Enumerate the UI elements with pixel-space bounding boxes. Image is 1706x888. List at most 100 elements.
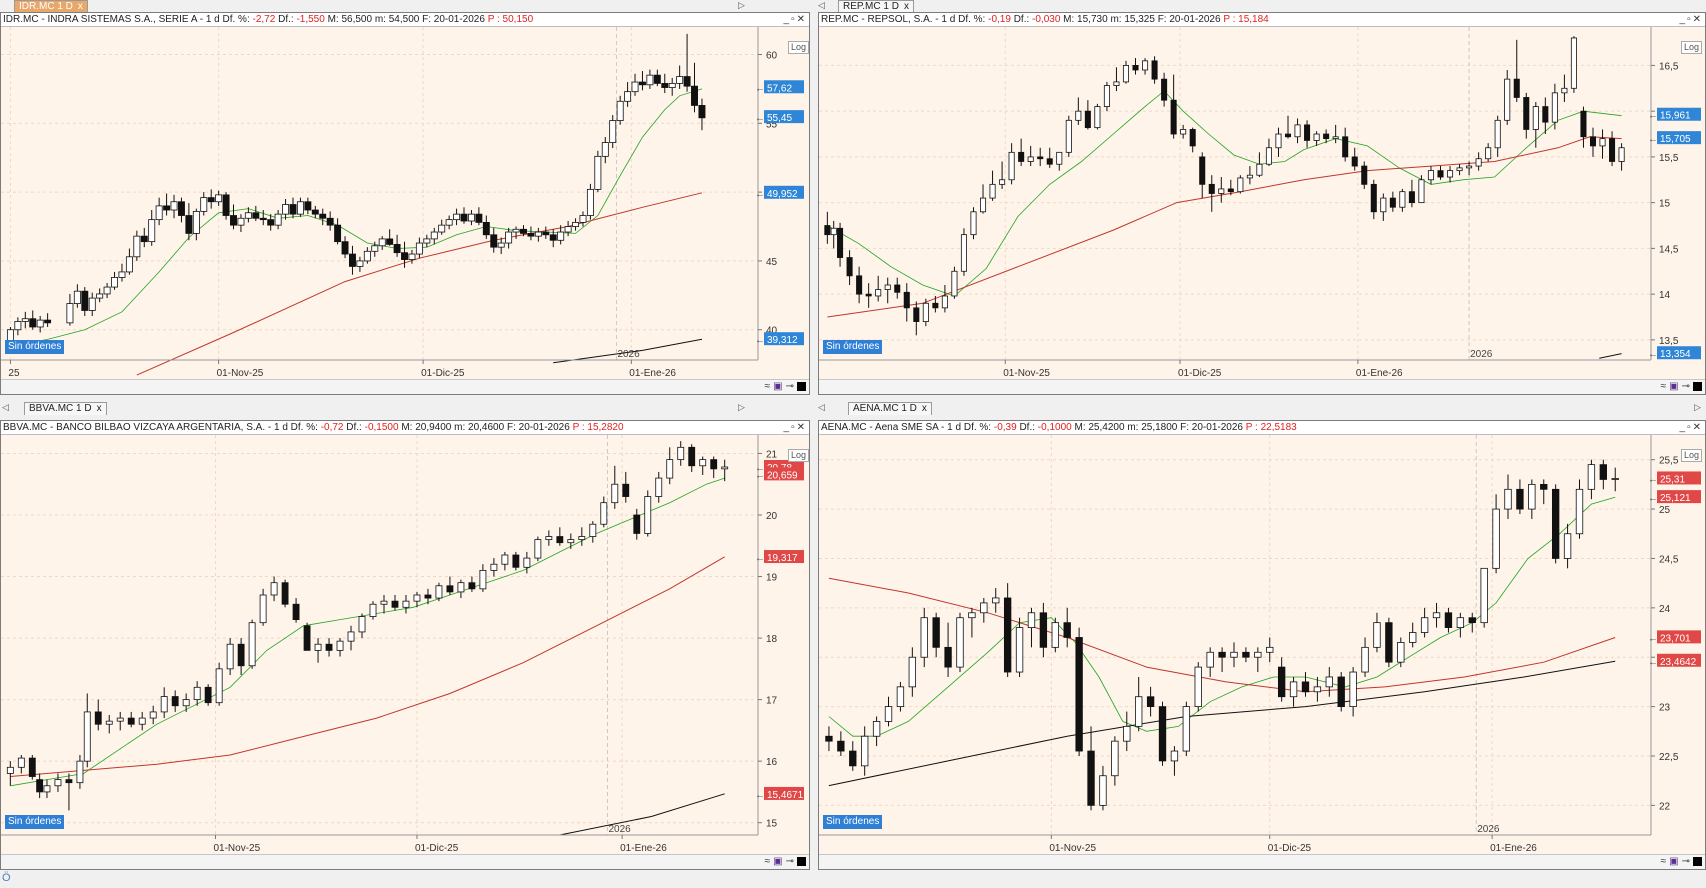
candle bbox=[1570, 36, 1577, 93]
pin-icon[interactable]: ⊸ bbox=[1681, 381, 1693, 392]
candle bbox=[54, 773, 62, 792]
y-tick-label: 22,5 bbox=[1659, 752, 1679, 763]
indicator-icon[interactable]: ≈ bbox=[764, 856, 774, 867]
save-icon[interactable]: ▣ bbox=[1669, 856, 1682, 867]
orders-status-badge[interactable]: Sin órdenes bbox=[5, 815, 65, 829]
candle bbox=[1087, 726, 1095, 811]
tab-aena[interactable]: AENA.MC 1 D x bbox=[848, 402, 932, 415]
candle bbox=[314, 638, 322, 663]
minimize-icon[interactable]: _ bbox=[783, 14, 792, 25]
close-icon[interactable]: x bbox=[903, 1, 909, 12]
log-scale-button[interactable]: Log bbox=[1681, 41, 1703, 54]
candle bbox=[861, 726, 869, 776]
price-axis[interactable]: 15 16 17 18 19 20 21 bbox=[757, 435, 778, 835]
color-swatch-icon[interactable] bbox=[797, 381, 806, 391]
date-axis[interactable]: 25 01-Nov-25 01-Dic-25 01-Ene-26 bbox=[1, 359, 758, 379]
close-icon[interactable]: ✕ bbox=[1692, 422, 1703, 433]
chevron-right-icon[interactable]: ▷ bbox=[738, 0, 745, 10]
candle bbox=[282, 199, 290, 220]
orders-status-badge[interactable]: Sin órdenes bbox=[5, 340, 65, 354]
close-icon[interactable]: x bbox=[921, 403, 927, 414]
candle bbox=[386, 229, 394, 246]
tab-idr[interactable]: IDR.MC 1 D x bbox=[14, 0, 88, 13]
candle bbox=[932, 612, 940, 658]
price-chart[interactable]: 202613,51414,51515,51616,515,961←15,705←… bbox=[819, 27, 1705, 382]
candle bbox=[468, 576, 476, 592]
log-scale-button[interactable]: Log bbox=[788, 449, 810, 462]
minimize-icon[interactable]: _ bbox=[1679, 14, 1688, 25]
pin-icon[interactable]: ⊸ bbox=[785, 856, 797, 867]
candle bbox=[1385, 617, 1393, 668]
candle bbox=[1056, 151, 1063, 171]
chevron-left-icon[interactable]: ◁ bbox=[2, 402, 9, 412]
candle bbox=[1170, 746, 1179, 776]
save-icon[interactable]: ▣ bbox=[773, 381, 786, 392]
change-pct: -2,72 bbox=[252, 14, 276, 25]
candle bbox=[1099, 765, 1107, 811]
indicator-icon[interactable]: ≈ bbox=[764, 381, 774, 392]
orders-status-badge[interactable]: Sin órdenes bbox=[823, 340, 883, 354]
candle bbox=[1151, 56, 1158, 84]
date-axis[interactable]: 01-Nov-25 01-Dic-25 01-Ene-26 bbox=[1, 834, 758, 854]
date-axis[interactable]: 01-Nov-25 01-Dic-25 01-Ene-26 bbox=[819, 359, 1651, 379]
candle bbox=[1609, 131, 1616, 167]
minimize-icon[interactable]: _ bbox=[783, 422, 792, 433]
chart-bottom-bar: ≈▣⊸ bbox=[1, 379, 809, 394]
restore-icon[interactable]: ▫ bbox=[1687, 14, 1693, 25]
price-chart[interactable]: 2026404550556057,62←55,45←49,952←39,312←… bbox=[1, 27, 809, 382]
orders-status-badge[interactable]: Sin órdenes bbox=[823, 815, 883, 829]
close-icon[interactable]: x bbox=[77, 1, 83, 12]
candle bbox=[303, 622, 311, 651]
chevron-left-icon[interactable]: ◁ bbox=[818, 402, 825, 412]
tab-rep[interactable]: REP.MC 1 D x bbox=[838, 0, 914, 13]
chevron-right-icon[interactable]: ▷ bbox=[738, 402, 745, 412]
log-scale-button[interactable]: Log bbox=[788, 41, 810, 54]
close-icon[interactable]: x bbox=[96, 403, 102, 414]
color-swatch-icon[interactable] bbox=[1693, 381, 1702, 391]
minimize-icon[interactable]: _ bbox=[1679, 422, 1688, 433]
close-icon[interactable]: ✕ bbox=[1692, 14, 1703, 25]
year-label: 2026 bbox=[1470, 349, 1493, 360]
date-axis[interactable]: 01-Nov-25 01-Dic-25 01-Ene-26 bbox=[819, 834, 1651, 854]
chevron-right-icon[interactable]: ▷ bbox=[1694, 402, 1701, 412]
restore-icon[interactable]: ▫ bbox=[1687, 422, 1693, 433]
indicator-icon[interactable]: ≈ bbox=[1660, 856, 1670, 867]
candle bbox=[520, 225, 527, 237]
pin-icon[interactable]: ⊸ bbox=[1681, 856, 1693, 867]
tab-bbva[interactable]: BBVA.MC 1 D x bbox=[24, 402, 107, 415]
save-icon[interactable]: ▣ bbox=[1669, 381, 1682, 392]
chart-info-bar: REP.MC - REPSOL, S.A. - 1 d Df. %: -0,19… bbox=[819, 13, 1705, 27]
candle bbox=[446, 576, 454, 595]
price-chart[interactable]: 20262222,52323,52424,52525,525,31←25,121… bbox=[819, 435, 1705, 857]
candle bbox=[380, 595, 388, 614]
moving-average-line bbox=[10, 477, 725, 787]
candle bbox=[304, 197, 312, 215]
change-value: -0,1000 bbox=[1037, 422, 1072, 433]
color-swatch-icon[interactable] bbox=[797, 856, 806, 866]
save-icon[interactable]: ▣ bbox=[773, 856, 786, 867]
restore-icon[interactable]: ▫ bbox=[791, 422, 797, 433]
close-icon[interactable]: ✕ bbox=[796, 422, 807, 433]
candle bbox=[1194, 662, 1202, 712]
chart-bottom-bar: ≈▣⊸ bbox=[1, 854, 809, 869]
candle bbox=[944, 622, 952, 677]
price-value: P : 22,5183 bbox=[1245, 422, 1297, 433]
y-tick-label: 14,5 bbox=[1659, 244, 1679, 255]
candle bbox=[336, 638, 344, 657]
close-icon[interactable]: ✕ bbox=[796, 14, 807, 25]
log-scale-button[interactable]: Log bbox=[1681, 449, 1703, 462]
restore-icon[interactable]: ▫ bbox=[791, 14, 797, 25]
candle bbox=[1158, 701, 1167, 766]
price-tag-label: 15,961 bbox=[1660, 111, 1691, 122]
x-tick-label: 01-Dic-25 bbox=[415, 843, 459, 854]
candle bbox=[980, 597, 988, 623]
pin-icon[interactable]: ⊸ bbox=[785, 381, 797, 392]
chevron-left-icon[interactable]: ◁ bbox=[818, 0, 825, 10]
color-swatch-icon[interactable] bbox=[1693, 856, 1702, 866]
price-chart[interactable]: 20261516171819202120,78←20,659←19,317←15… bbox=[1, 435, 809, 857]
tag-arrow-icon: ← bbox=[1648, 474, 1658, 485]
indicator-icon[interactable]: ≈ bbox=[1660, 381, 1670, 392]
candle bbox=[512, 226, 520, 239]
candle bbox=[1075, 627, 1083, 756]
